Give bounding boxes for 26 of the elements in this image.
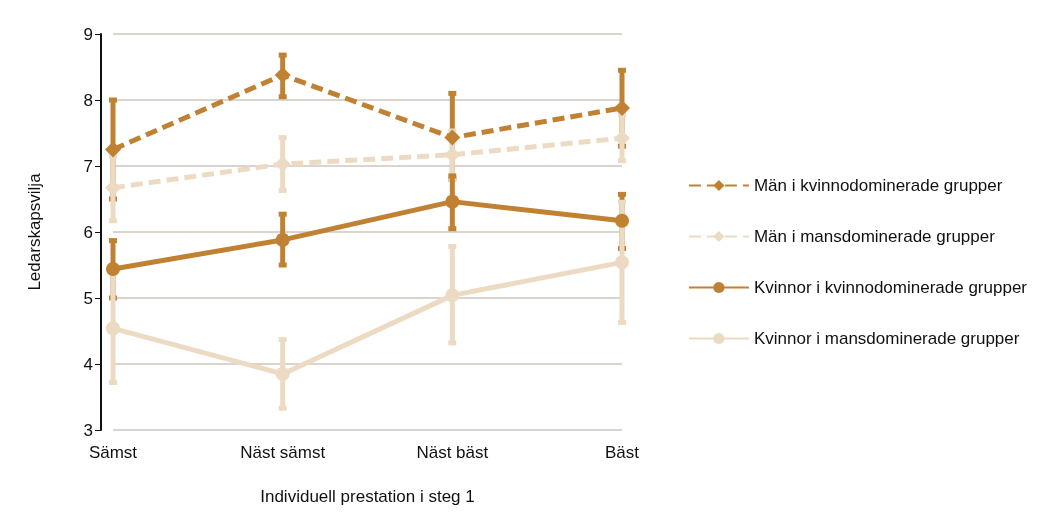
point: [444, 129, 461, 146]
point: [615, 213, 629, 228]
y-tick-label: 6: [83, 222, 93, 242]
y-tick-label: 5: [83, 288, 93, 308]
x-tick-label: Näst sämst: [240, 443, 326, 462]
point: [615, 255, 629, 270]
point: [445, 194, 460, 209]
x-tick-label: Näst bäst: [416, 443, 489, 462]
point: [275, 366, 290, 381]
y-tick-label: 9: [83, 24, 93, 44]
x-axis-title: Individuell prestation i steg 1: [260, 487, 475, 506]
y-tick-label: 7: [83, 156, 93, 176]
y-tick-label: 3: [83, 420, 93, 440]
point: [445, 288, 460, 303]
legend-label: Kvinnor i kvinnodominerade grupper: [753, 278, 1028, 297]
legend-label: Kvinnor i mansdominerade grupper: [753, 329, 1020, 348]
x-tick-label: Sämst: [88, 443, 138, 462]
point: [275, 232, 290, 247]
y-tick-label: 4: [83, 354, 93, 374]
y-tick-label: 8: [83, 90, 93, 110]
point: [105, 141, 121, 158]
legend-label: Män i mansdominerade grupper: [753, 227, 996, 246]
x-tick-label: Bäst: [604, 443, 640, 462]
y-axis-title: Ledarskapsvilja: [25, 172, 44, 291]
legend-label: Män i kvinnodominerade grupper: [753, 176, 1003, 195]
point: [106, 321, 120, 336]
